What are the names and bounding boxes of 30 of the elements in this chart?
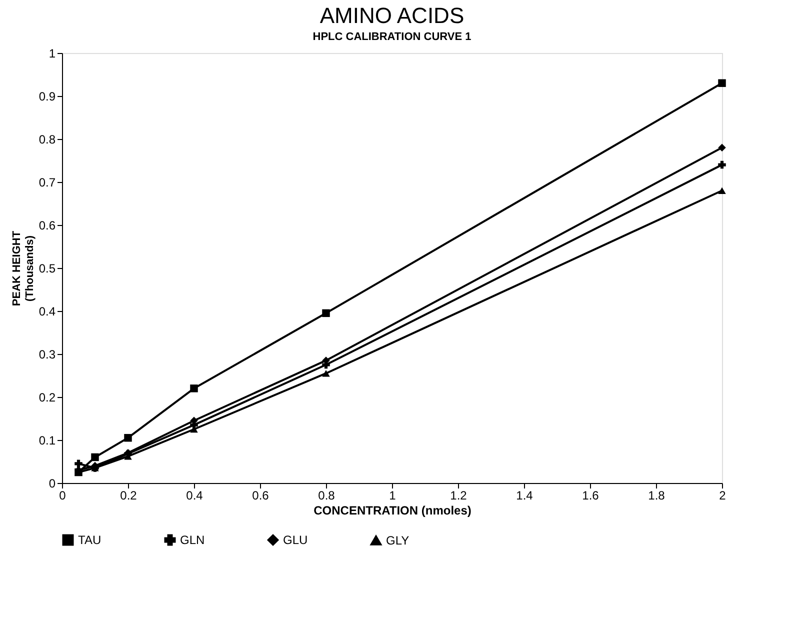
y-axis-title: PEAK HEIGHT (Thousands) <box>10 230 36 306</box>
y-tick-label: 0.5 <box>38 262 56 276</box>
y-tick-label: 0.7 <box>38 176 56 190</box>
x-tick-label: 0.2 <box>120 488 138 502</box>
x-tick-label: 0.4 <box>186 488 204 502</box>
x-tick-label: 1.6 <box>582 488 600 502</box>
y-tick-label: 0.6 <box>38 218 56 232</box>
x-tick-label: 0 <box>59 488 66 502</box>
x-tick-label: 2 <box>719 488 726 502</box>
y-tick-label: 0.2 <box>38 390 56 404</box>
y-tick-label: 0.3 <box>38 348 56 362</box>
chart-title: AMINO ACIDS <box>320 3 464 28</box>
legend-label: GLY <box>386 533 410 548</box>
x-tick-label: 1.8 <box>648 488 666 502</box>
y-tick-label: 0.4 <box>38 304 56 318</box>
y-tick-label: 0.1 <box>38 434 56 448</box>
legend-label: TAU <box>78 533 102 547</box>
chart-subtitle: HPLC CALIBRATION CURVE 1 <box>312 31 472 43</box>
x-axis-title: CONCENTRATION (nmoles) <box>314 504 472 518</box>
y-tick-label: 1 <box>48 46 56 60</box>
y-tick-label: 0.9 <box>38 90 56 104</box>
x-tick-label: 1.2 <box>450 488 468 502</box>
x-tick-label: 0.6 <box>252 488 270 502</box>
y-tick-label: 0.8 <box>38 132 56 146</box>
x-tick-label: 0.8 <box>318 488 336 502</box>
x-tick-label: 1 <box>389 488 396 502</box>
y-tick-label: 0 <box>48 476 56 490</box>
legend-label: GLU <box>283 533 308 547</box>
x-tick-label: 1.4 <box>516 488 534 502</box>
legend-label: GLN <box>180 533 205 547</box>
